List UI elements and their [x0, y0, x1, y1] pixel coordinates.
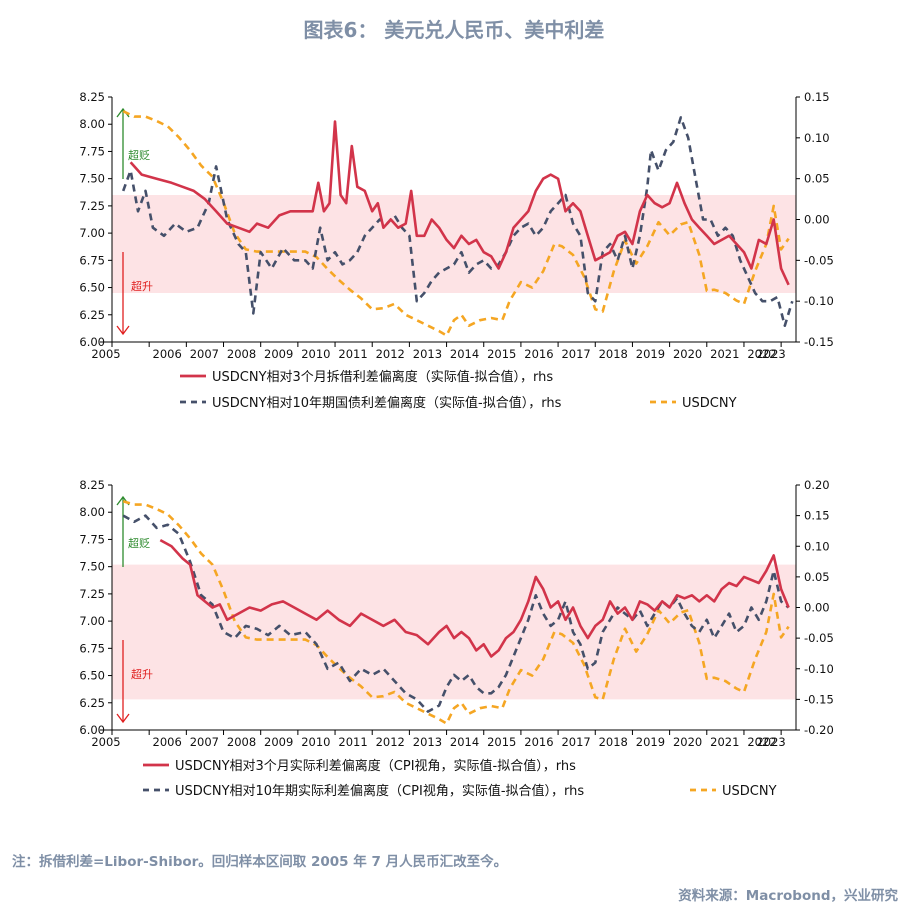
x-tick-label: 2021	[710, 347, 739, 361]
right-tick-label: 0.00	[804, 213, 830, 227]
chart-2: 6.00 6.25 6.50 6.75 7.00 7.25 7.50 7.75 8.00 8.25…	[79, 478, 833, 799]
x-tick-label: 2014	[450, 735, 479, 749]
right-tick-label: 0.15	[804, 509, 830, 523]
left-tick-label: 6.50	[79, 669, 105, 683]
right-tick-label: 0.10	[804, 131, 830, 145]
x-tick-label: 2010	[301, 347, 330, 361]
x-tick-label: 2022	[747, 347, 776, 361]
left-tick-label: 7.00	[79, 226, 105, 240]
x-tick-label: 2006	[153, 347, 182, 361]
x-tick-label: 2009	[264, 735, 293, 749]
x-tick-label: 2011	[338, 347, 367, 361]
x-tick-label: 2012	[376, 347, 405, 361]
x-tick-label: 2020	[673, 735, 702, 749]
x-tick-label: 2012	[376, 735, 405, 749]
left-tick-label: 6.25	[79, 696, 105, 710]
legend-label-3: USDCNY	[682, 396, 737, 411]
legend-label-1: USDCNY相对3个月拆借利差偏离度（实际值-拟合值），rhs	[212, 369, 553, 385]
anno-up-label: 超贬	[128, 148, 150, 162]
series-line-3	[122, 500, 790, 725]
chart-1: 6.00 6.25 6.50 6.75 7.00 7.25 7.50 7.75 8.00 8.25…	[79, 90, 833, 411]
x-tick-label: 2019	[636, 735, 665, 749]
down-arrow-head	[116, 713, 130, 724]
x-tick-label: 2008	[227, 735, 256, 749]
left-tick-label: 6.50	[79, 281, 105, 295]
x-tick-label: 2023	[756, 347, 785, 361]
left-tick-label: 6.00	[79, 335, 105, 349]
right-tick-label: 0.20	[804, 478, 830, 492]
x-tick-label: 2015	[487, 347, 516, 361]
x-tick-label: 2017	[561, 347, 590, 361]
left-tick-label: 6.25	[79, 308, 105, 322]
x-tick-label: 2013	[413, 347, 442, 361]
left-tick-label: 7.75	[79, 144, 105, 158]
anno-up-label: 超贬	[128, 536, 150, 550]
left-tick-label: 8.00	[79, 117, 105, 131]
x-tick-label: 2022	[747, 735, 776, 749]
deviation-band	[112, 564, 796, 700]
anno-down-label: 超升	[131, 279, 153, 293]
right-tick-label: 0.15	[804, 90, 830, 104]
x-tick-label: 2008	[227, 347, 256, 361]
legend-label-1: USDCNY相对3个月实际利差偏离度（CPI视角，实际值-拟合值），rhs	[175, 758, 576, 774]
series-line-1	[129, 120, 790, 286]
left-tick-label: 7.25	[79, 587, 105, 601]
x-tick-label: 2016	[524, 735, 553, 749]
x-tick-label: 2019	[636, 347, 665, 361]
left-tick-label: 8.25	[79, 90, 105, 104]
series-line-3	[122, 110, 790, 337]
x-tick-label: 2005	[91, 735, 120, 749]
legend-label-3: USDCNY	[722, 784, 777, 799]
left-tick-label: 8.00	[79, 505, 105, 519]
x-tick-label: 2007	[190, 735, 219, 749]
right-tick-label: -0.05	[804, 253, 834, 267]
x-tick-label: 2015	[487, 735, 516, 749]
source-text: 资料来源：Macrobond，兴业研究	[678, 888, 898, 904]
x-tick-label: 2020	[673, 347, 702, 361]
x-tick-label: 2018	[599, 735, 628, 749]
left-tick-label: 7.00	[79, 614, 105, 628]
right-tick-label: 0.00	[804, 601, 830, 615]
left-tick-label: 7.25	[79, 199, 105, 213]
left-tick-label: 6.00	[79, 723, 105, 737]
x-tick-label: 2006	[153, 735, 182, 749]
x-tick-label: 2018	[599, 347, 628, 361]
legend-label-2: USDCNY相对10年期实际利差偏离度（CPI视角，实际值-拟合值），rhs	[175, 783, 584, 799]
x-tick-label: 2009	[264, 347, 293, 361]
series-line-2	[122, 514, 790, 713]
series-line-2	[121, 116, 794, 327]
right-tick-label: -0.15	[804, 335, 834, 349]
page-title: 图表6： 美元兑人民币、美中利差	[303, 18, 605, 42]
x-tick-label: 2021	[710, 735, 739, 749]
legend-label-2: USDCNY相对10年期国债利差偏离度（实际值-拟合值），rhs	[212, 395, 562, 411]
left-tick-label: 7.50	[79, 172, 105, 186]
x-tick-label: 2007	[190, 347, 219, 361]
right-tick-label: 0.10	[804, 539, 830, 553]
series-line-1	[159, 538, 790, 658]
right-tick-label: 0.05	[804, 172, 830, 186]
x-tick-label: 2016	[524, 347, 553, 361]
right-tick-label: 0.05	[804, 570, 830, 584]
x-tick-label: 2011	[338, 735, 367, 749]
x-tick-label: 2013	[413, 735, 442, 749]
footnote: 注：拆借利差=Libor-Shibor。回归样本区间取 2005 年 7 月人民…	[12, 854, 508, 870]
left-tick-label: 7.50	[79, 560, 105, 574]
left-tick-label: 7.75	[79, 532, 105, 546]
x-tick-label: 2014	[450, 347, 479, 361]
x-tick-label: 2010	[301, 735, 330, 749]
left-tick-label: 6.75	[79, 253, 105, 267]
right-tick-label: -0.05	[804, 631, 834, 645]
left-tick-label: 6.75	[79, 641, 105, 655]
x-tick-label: 2017	[561, 735, 590, 749]
right-tick-label: -0.10	[804, 662, 834, 676]
right-tick-label: -0.15	[804, 692, 834, 706]
right-tick-label: -0.20	[804, 723, 834, 737]
left-tick-label: 8.25	[79, 478, 105, 492]
x-tick-label: 2005	[91, 347, 120, 361]
right-tick-label: -0.10	[804, 294, 834, 308]
anno-down-label: 超升	[131, 667, 153, 681]
down-arrow-head	[116, 325, 130, 336]
x-tick-label: 2023	[756, 735, 785, 749]
